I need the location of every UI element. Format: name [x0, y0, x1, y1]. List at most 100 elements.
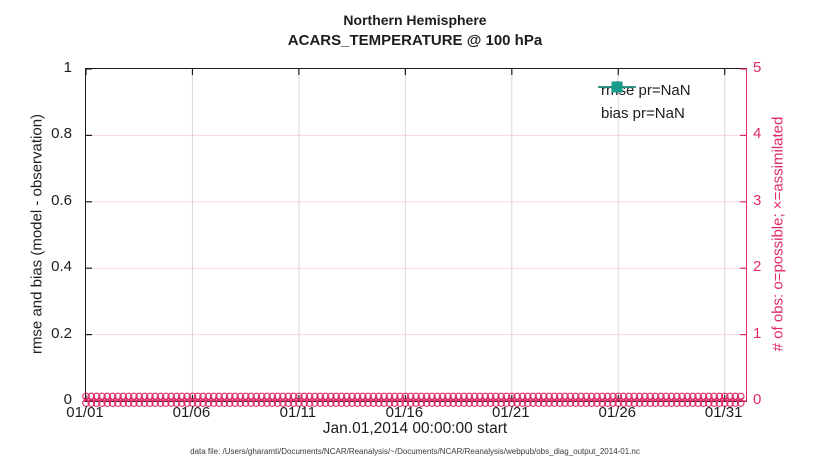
assimilated-obs-marker — [466, 397, 472, 403]
assimilated-obs-marker — [354, 397, 361, 403]
assimilated-obs-marker — [163, 397, 169, 403]
assimilated-obs-marker — [301, 397, 307, 403]
assimilated-obs-marker — [621, 397, 627, 403]
assimilated-obs-marker — [652, 397, 659, 403]
assimilated-obs-marker — [349, 397, 355, 403]
assimilated-obs-marker — [328, 397, 334, 403]
title-line-1: Northern Hemisphere — [343, 12, 487, 28]
assimilated-obs-marker — [578, 397, 584, 403]
assimilated-obs-marker — [700, 397, 706, 403]
assimilated-obs-marker — [626, 397, 632, 403]
assimilated-obs-marker — [413, 397, 419, 403]
right-axis-label: # of obs: o=possible; ×=assimilated — [769, 116, 787, 352]
assimilated-obs-marker — [131, 397, 137, 403]
assimilated-obs-marker — [306, 397, 313, 403]
assimilated-obs-marker — [275, 397, 281, 403]
assimilated-obs-marker — [679, 397, 685, 403]
assimilated-obs-marker — [173, 397, 180, 403]
assimilated-obs-marker — [727, 397, 733, 403]
assimilated-obs-marker — [530, 397, 536, 403]
assimilated-obs-marker — [376, 397, 382, 403]
chart-canvas — [82, 68, 746, 407]
assimilated-obs-marker — [360, 397, 366, 403]
y-tick-label: 2 — [753, 258, 762, 276]
y-tick-label: 1 — [753, 324, 762, 342]
assimilated-obs-marker — [573, 397, 579, 403]
assimilated-obs-marker — [461, 397, 467, 403]
assimilated-obs-marker — [711, 397, 717, 403]
assimilated-obs-marker — [674, 397, 680, 403]
assimilated-obs-marker — [322, 397, 329, 403]
assimilated-obs-marker — [179, 397, 185, 403]
assimilated-obs-marker — [589, 397, 595, 403]
legend-item: bias pr=NaN — [598, 81, 691, 124]
assimilated-obs-marker — [141, 397, 148, 403]
assimilated-obs-marker — [136, 397, 142, 403]
assimilated-obs-marker — [104, 397, 110, 403]
assimilated-obs-marker — [120, 397, 126, 403]
assimilated-obs-marker — [157, 397, 164, 403]
y-tick-label: 4 — [753, 125, 762, 143]
assimilated-obs-marker — [392, 397, 398, 403]
assimilated-obs-marker — [605, 397, 611, 403]
assimilated-obs-marker — [338, 397, 345, 403]
assimilated-obs-marker — [487, 397, 494, 403]
assimilated-obs-marker — [83, 397, 89, 403]
assimilated-obs-marker — [636, 397, 643, 403]
assimilated-obs-marker — [716, 397, 722, 403]
y-tick-label: 0.8 — [51, 125, 72, 143]
assimilated-obs-marker — [610, 397, 616, 403]
assimilated-obs-marker — [259, 397, 265, 403]
assimilated-obs-marker — [291, 397, 297, 403]
assimilated-obs-marker — [424, 397, 430, 403]
title-line-2: ACARS_TEMPERATURE @ 100 hPa — [287, 32, 543, 49]
assimilated-obs-marker — [397, 397, 403, 403]
assimilated-obs-marker — [477, 397, 483, 403]
left-axis-tick-labels: 1 0.8 0.6 0.4 0.2 0 — [0, 60, 78, 408]
assimilated-obs-marker — [615, 397, 621, 403]
assimilated-obs-marker — [264, 397, 270, 403]
assimilated-obs-marker — [94, 397, 100, 403]
x-tick-label: 01/31 — [704, 404, 743, 421]
assimilated-obs-marker — [232, 397, 238, 403]
x-tick-label: 01/26 — [598, 404, 637, 421]
assimilated-obs-marker — [381, 397, 387, 403]
assimilated-obs-marker — [147, 397, 153, 403]
x-tick-label: 01/16 — [385, 404, 424, 421]
y-tick-label: 3 — [753, 191, 762, 209]
assimilated-obs-marker — [583, 397, 589, 403]
y-tick-label: 0 — [63, 391, 72, 408]
plot-area: rmse pr=NaN bias pr=NaN — [82, 68, 747, 407]
assimilated-obs-marker — [152, 397, 158, 403]
assimilated-obs-marker — [450, 397, 456, 403]
assimilated-obs-marker — [99, 397, 105, 403]
assimilated-obs-marker — [312, 397, 318, 403]
assimilated-obs-marker — [168, 397, 174, 403]
assimilated-obs-marker — [722, 397, 728, 403]
assimilated-obs-marker — [205, 397, 211, 403]
bias-marker-icon — [598, 81, 636, 93]
assimilated-obs-marker — [668, 397, 675, 403]
x-tick-label: 01/01 — [66, 404, 104, 421]
assimilated-obs-marker — [216, 397, 222, 403]
assimilated-obs-marker — [184, 397, 190, 403]
assimilated-obs-marker — [386, 397, 392, 403]
assimilated-obs-marker — [248, 397, 254, 403]
assimilated-obs-marker — [445, 397, 451, 403]
assimilated-obs-marker — [567, 397, 573, 403]
assimilated-obs-marker — [434, 397, 440, 403]
assimilated-obs-marker — [211, 397, 217, 403]
x-tick-label: 01/11 — [279, 404, 317, 421]
assimilated-obs-marker — [695, 397, 701, 403]
assimilated-obs-marker — [493, 397, 499, 403]
assimilated-obs-marker — [631, 397, 637, 403]
assimilated-obs-marker — [344, 397, 350, 403]
assimilated-obs-marker — [663, 397, 669, 403]
assimilated-obs-marker — [402, 397, 408, 403]
assimilated-obs-marker — [690, 397, 696, 403]
assimilated-obs-marker — [269, 397, 275, 403]
assimilated-obs-marker — [365, 397, 371, 403]
assimilated-obs-marker — [126, 397, 132, 403]
assimilated-obs-marker — [732, 397, 738, 403]
